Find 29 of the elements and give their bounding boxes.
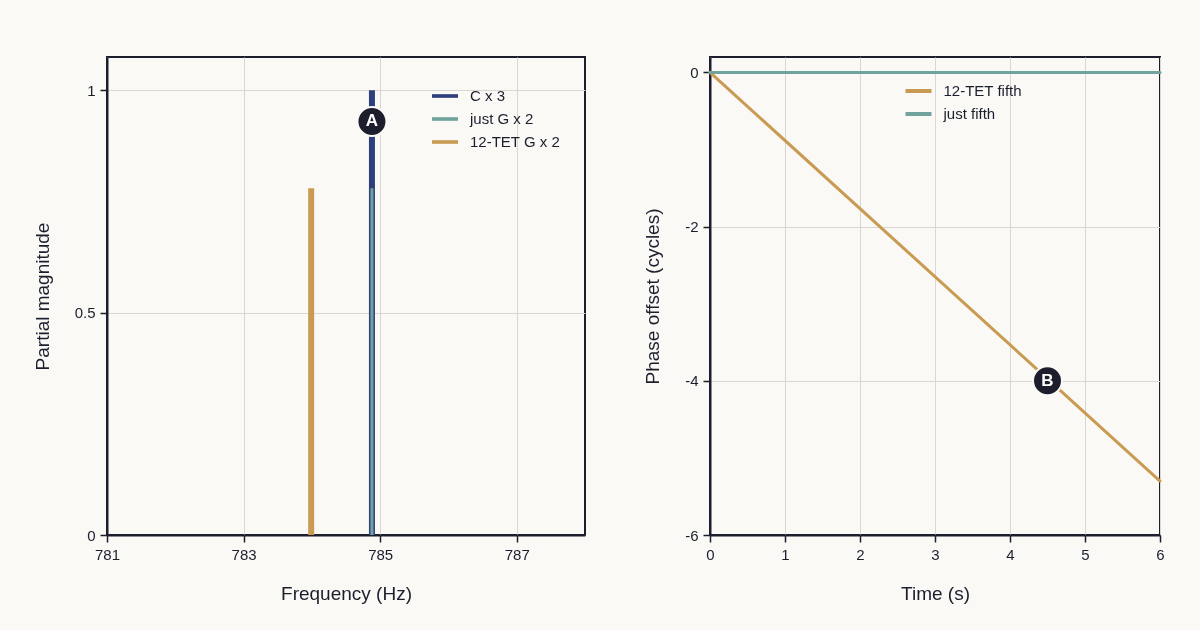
- x-tick-label: 1: [781, 545, 790, 563]
- y-axis-title: Phase offset (cycles): [642, 208, 664, 385]
- x-tick-label: 781: [94, 545, 121, 563]
- x-tick-label: 0: [706, 545, 715, 563]
- x-axis-title: Frequency (Hz): [281, 582, 412, 604]
- x-tick-label: 5: [1081, 545, 1090, 563]
- y-tick-label: 1: [87, 81, 96, 99]
- y-tick-label: 0: [690, 63, 699, 81]
- x-tick-label: 3: [931, 545, 940, 563]
- x-axis-title: Time (s): [901, 582, 970, 604]
- x-tick-label: 787: [504, 545, 530, 563]
- x-tick-label: 4: [1006, 545, 1015, 563]
- y-tick-label: 0.5: [74, 304, 96, 322]
- annotation: B: [1041, 370, 1054, 390]
- annotation: A: [365, 111, 379, 131]
- x-tick-label: 785: [368, 545, 394, 563]
- legend-label: C x 3: [470, 87, 506, 104]
- legend-label: just fifth: [942, 105, 996, 122]
- x-tick-label: 2: [856, 545, 865, 563]
- legend-label: 12-TET fifth: [943, 82, 1022, 99]
- x-tick-label: 6: [1156, 545, 1165, 563]
- y-tick-label: -6: [685, 526, 699, 544]
- legend-label: just G x 2: [469, 110, 534, 127]
- y-axis-title: Partial magnitude: [31, 222, 53, 371]
- y-tick-label: -4: [685, 372, 699, 390]
- y-tick-label: -2: [685, 218, 699, 236]
- y-tick-label: 0: [87, 526, 96, 544]
- x-tick-label: 783: [231, 545, 257, 563]
- legend-label: 12-TET G x 2: [470, 133, 560, 150]
